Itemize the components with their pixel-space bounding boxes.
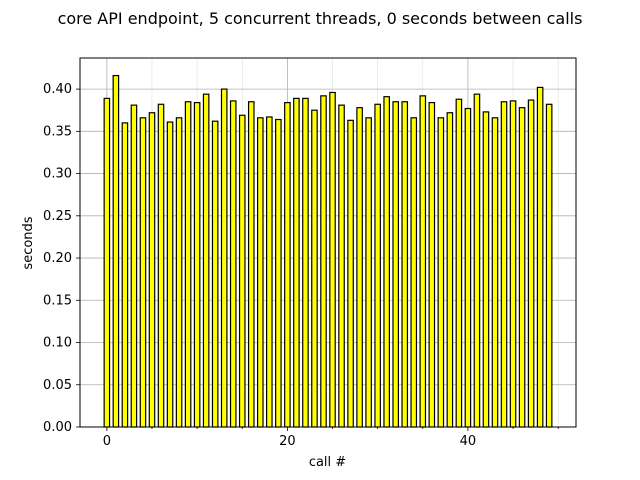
y-tick-label: 0.00: [43, 420, 72, 435]
bar: [356, 107, 363, 428]
bar: [302, 97, 309, 428]
bar: [103, 97, 111, 428]
bar: [175, 117, 183, 428]
y-tick-label: 0.20: [43, 251, 72, 266]
bar: [365, 117, 372, 428]
x-tick-label: 20: [279, 434, 296, 449]
bars: [103, 74, 553, 428]
bar: [320, 95, 327, 428]
bar: [247, 101, 255, 428]
bar: [211, 120, 219, 428]
y-tick-label: 0.25: [43, 209, 72, 224]
ticks: 0 20 40 0.00 0.05 0.10 0.15 0.20 0.25 0.30 0.35 0.4…: [43, 82, 559, 449]
bar: [112, 74, 120, 428]
bar: [284, 101, 291, 428]
bar: [184, 101, 192, 428]
bar: [392, 101, 400, 428]
bar: [238, 114, 246, 428]
bar: [130, 104, 138, 428]
y-tick-label: 0.10: [43, 336, 72, 351]
bar: [166, 121, 174, 428]
bar: [437, 117, 445, 428]
bar: [193, 101, 201, 428]
bar: [428, 101, 436, 428]
bar: [202, 93, 210, 428]
bar: [139, 117, 147, 428]
bar: [536, 86, 544, 428]
bar: [482, 111, 490, 428]
bar: [410, 117, 418, 428]
y-tick-label: 0.30: [43, 167, 72, 182]
bar: [500, 101, 508, 428]
bar: [446, 112, 454, 428]
bar: [383, 96, 390, 428]
bar: [527, 99, 535, 428]
x-tick-label: 0: [103, 434, 111, 449]
bar: [148, 112, 156, 428]
bar: [121, 122, 129, 428]
bar: [401, 101, 409, 428]
x-tick-label: 40: [460, 434, 477, 449]
chart-title: core API endpoint, 5 concurrent threads,…: [58, 9, 583, 28]
bar: [220, 88, 228, 428]
bar: [419, 95, 427, 428]
y-tick-label: 0.15: [43, 293, 72, 308]
bar: [518, 107, 526, 428]
bar: [229, 100, 237, 428]
bar: [266, 116, 273, 428]
bar: [374, 103, 381, 428]
bar: [293, 97, 300, 428]
y-tick-label: 0.05: [43, 378, 72, 393]
bar: [455, 98, 463, 428]
bar: [275, 118, 282, 428]
bar: [473, 93, 481, 428]
plot-frame: [79, 57, 577, 428]
bar: [338, 104, 345, 428]
axes: [79, 57, 577, 428]
bar: [509, 100, 517, 428]
y-axis-label: seconds: [21, 216, 36, 269]
bar: [329, 91, 336, 428]
bar: [464, 107, 472, 428]
y-tick-label: 0.40: [43, 82, 72, 97]
bar: [347, 119, 354, 428]
y-tick-label: 0.35: [43, 124, 72, 139]
bar: [545, 103, 553, 428]
x-axis-label: call #: [309, 455, 346, 470]
bar: [157, 103, 165, 428]
bar: [491, 117, 499, 428]
bar: [311, 109, 318, 428]
bar: [256, 117, 264, 428]
